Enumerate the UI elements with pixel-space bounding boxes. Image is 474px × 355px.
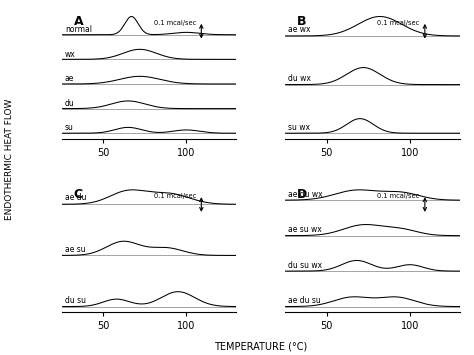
Text: 0.1 mcal/sec: 0.1 mcal/sec [377,20,419,26]
Text: du: du [65,99,75,108]
Text: su: su [65,124,74,132]
Text: B: B [297,15,307,27]
Text: 0.1 mcal/sec: 0.1 mcal/sec [154,20,196,26]
Text: ae su wx: ae su wx [289,225,322,234]
Text: D: D [297,188,308,201]
Text: ae: ae [65,74,74,83]
Text: wx: wx [65,50,76,59]
Text: A: A [74,15,83,27]
Text: du su wx: du su wx [289,261,323,270]
Text: normal: normal [65,25,92,34]
Text: du wx: du wx [289,74,311,83]
Text: ENDOTHERMIC HEAT FLOW: ENDOTHERMIC HEAT FLOW [5,99,14,220]
Text: su wx: su wx [289,122,310,132]
Text: ae wx: ae wx [289,25,311,34]
Text: TEMPERATURE (°C): TEMPERATURE (°C) [214,342,307,351]
Text: ae su: ae su [65,245,86,253]
Text: ae du su: ae du su [289,296,321,305]
Text: C: C [74,188,83,201]
Text: 0.1 mcal/sec: 0.1 mcal/sec [377,193,419,199]
Text: du su: du su [65,296,86,305]
Text: 0.1 mcal/sec: 0.1 mcal/sec [154,193,196,199]
Text: ae du: ae du [65,193,86,202]
Text: ae du wx: ae du wx [289,190,323,199]
